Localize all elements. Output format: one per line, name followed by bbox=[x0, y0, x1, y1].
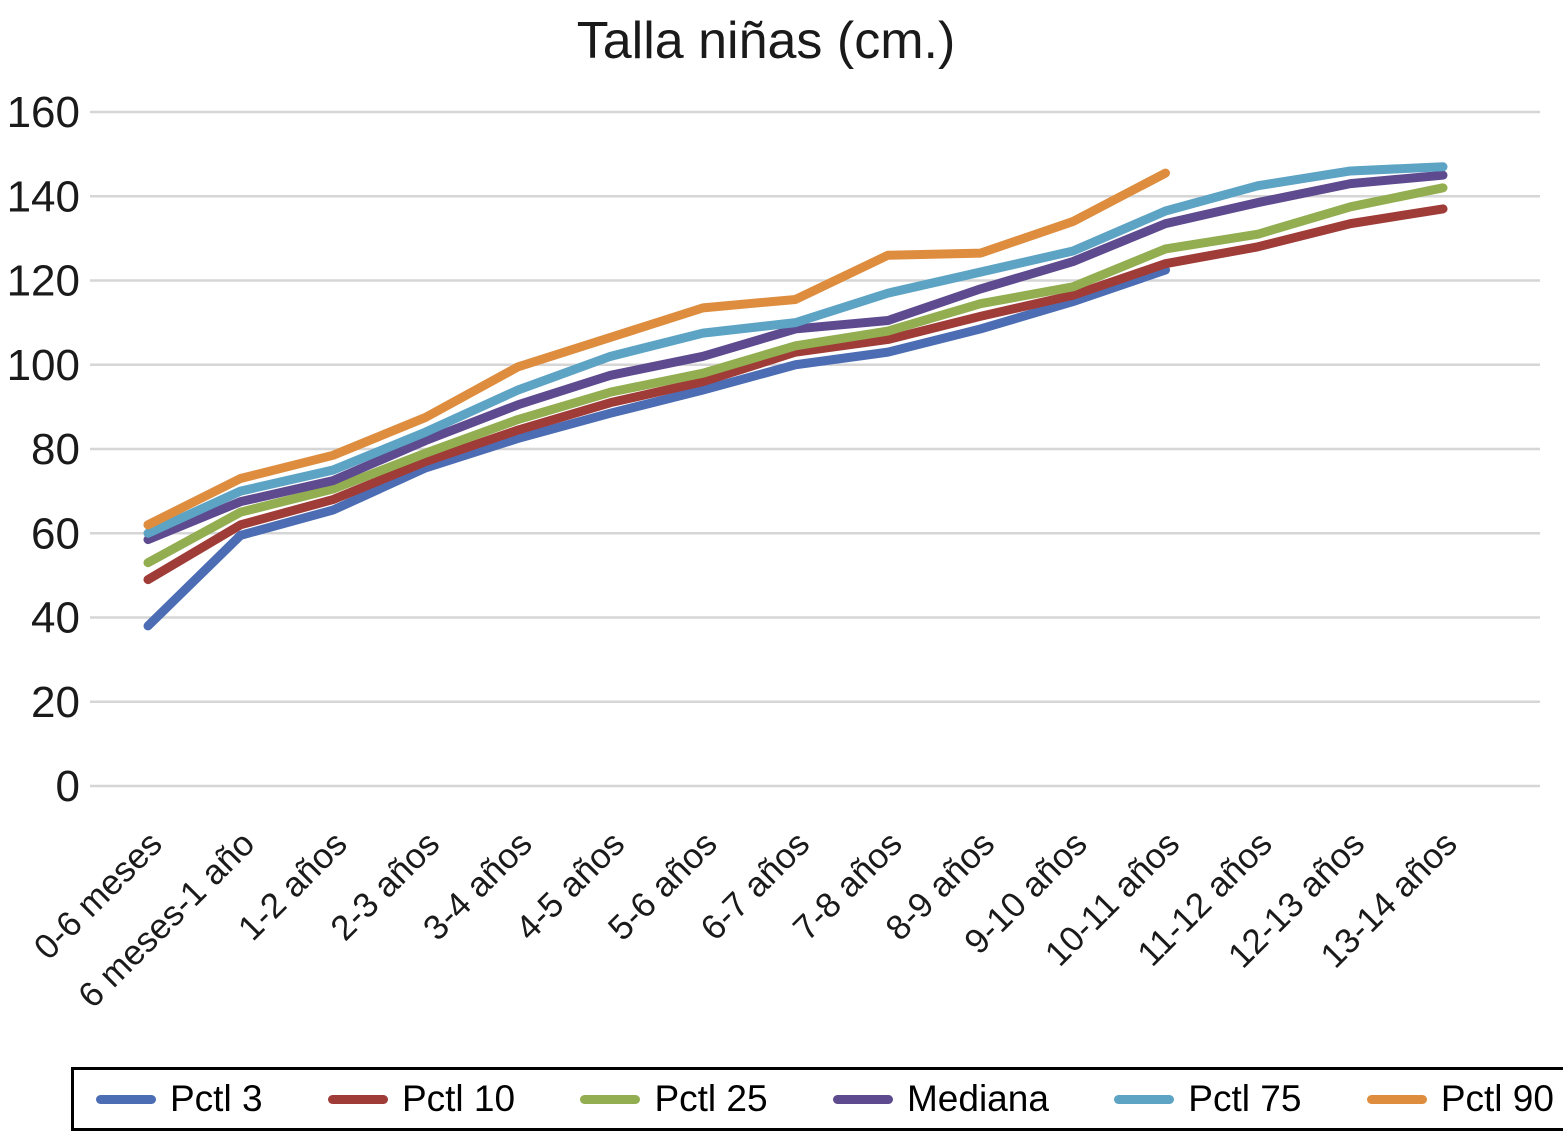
legend-label: Pctl 10 bbox=[401, 1078, 516, 1119]
legend-item-pctl-90: Pctl 90 bbox=[1366, 1078, 1554, 1120]
y-tick-label: 120 bbox=[7, 257, 80, 306]
y-tick-label: 20 bbox=[31, 678, 80, 727]
y-tick-label: 40 bbox=[31, 594, 80, 643]
series-line-mediana bbox=[143, 170, 1448, 545]
legend-item-pctl-3: Pctl 3 bbox=[96, 1078, 263, 1120]
legend-label: Pctl 3 bbox=[170, 1078, 263, 1119]
y-tick-label: 140 bbox=[7, 172, 80, 221]
y-tick-label: 100 bbox=[7, 341, 80, 390]
legend-item-pctl-10: Pctl 10 bbox=[327, 1078, 516, 1120]
legend-swatch-mediana bbox=[832, 1094, 893, 1104]
series-line-pctl-3 bbox=[143, 265, 1170, 631]
legend-item-mediana: Mediana bbox=[832, 1078, 1049, 1120]
y-tick-label: 160 bbox=[7, 88, 80, 137]
legend-swatch-pctl-25 bbox=[580, 1094, 641, 1104]
y-tick-label: 80 bbox=[31, 425, 80, 474]
legend-swatch-pctl-90 bbox=[1366, 1094, 1427, 1104]
y-axis-labels: 0 20 40 60 80 100 120 140 160 bbox=[7, 88, 80, 811]
y-tick-label: 60 bbox=[31, 509, 80, 558]
series-line-pctl-90 bbox=[143, 168, 1170, 530]
legend-label: Pctl 25 bbox=[654, 1078, 768, 1119]
line-chart: Talla niñas (cm.) 020406080100120140160 … bbox=[7, 12, 1540, 1015]
legend-swatch-pctl-75 bbox=[1114, 1094, 1175, 1104]
series-line-pctl-25 bbox=[143, 183, 1448, 568]
chart-title: Talla niñas (cm.) bbox=[577, 12, 956, 70]
legend-swatch-pctl-3 bbox=[96, 1094, 156, 1104]
legend-label: Pctl 75 bbox=[1188, 1078, 1302, 1119]
legend-label: Pctl 90 bbox=[1440, 1078, 1554, 1119]
legend-swatch-pctl-10 bbox=[327, 1094, 388, 1104]
series-line-pctl-75 bbox=[143, 162, 1448, 538]
y-tick-label: 0 bbox=[56, 762, 80, 811]
legend-label: Mediana bbox=[906, 1078, 1049, 1119]
legend-item-pctl-25: Pctl 25 bbox=[580, 1078, 768, 1120]
legend: Pctl 3 Pctl 10 Pctl 25 Mediana Pctl 75 Pctl 9… bbox=[71, 1067, 1563, 1131]
series-lines-group bbox=[143, 162, 1448, 631]
series-line-pctl-10 bbox=[143, 204, 1448, 585]
legend-item-pctl-75: Pctl 75 bbox=[1114, 1078, 1301, 1120]
